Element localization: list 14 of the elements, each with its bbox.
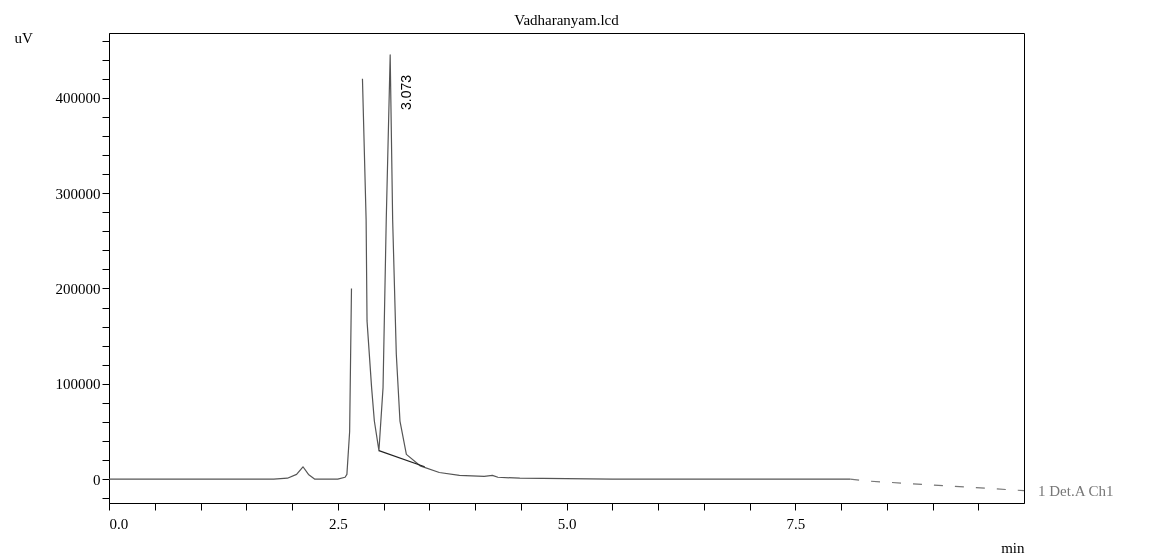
y-tick-label: 0 (93, 471, 101, 488)
x-axis-title: min (1001, 539, 1025, 556)
y-axis-title: uV (14, 29, 33, 46)
y-tick-label: 300000 (55, 185, 101, 202)
x-tick-label: 7.5 (786, 515, 806, 532)
chart-title: Vadharanyam.lcd (514, 12, 620, 28)
y-tick-label: 200000 (55, 281, 101, 297)
annotation: 3.073 (398, 74, 415, 110)
x-tick-label: 0.0 (109, 515, 129, 532)
x-tick-label: 5.0 (557, 515, 577, 532)
x-tick-label: 2.5 (328, 515, 348, 532)
y-tick-label: 400000 (55, 90, 101, 107)
y-tick-label: 100000 (55, 376, 101, 393)
series-label: 1 Det.A Ch1 (1038, 482, 1114, 499)
